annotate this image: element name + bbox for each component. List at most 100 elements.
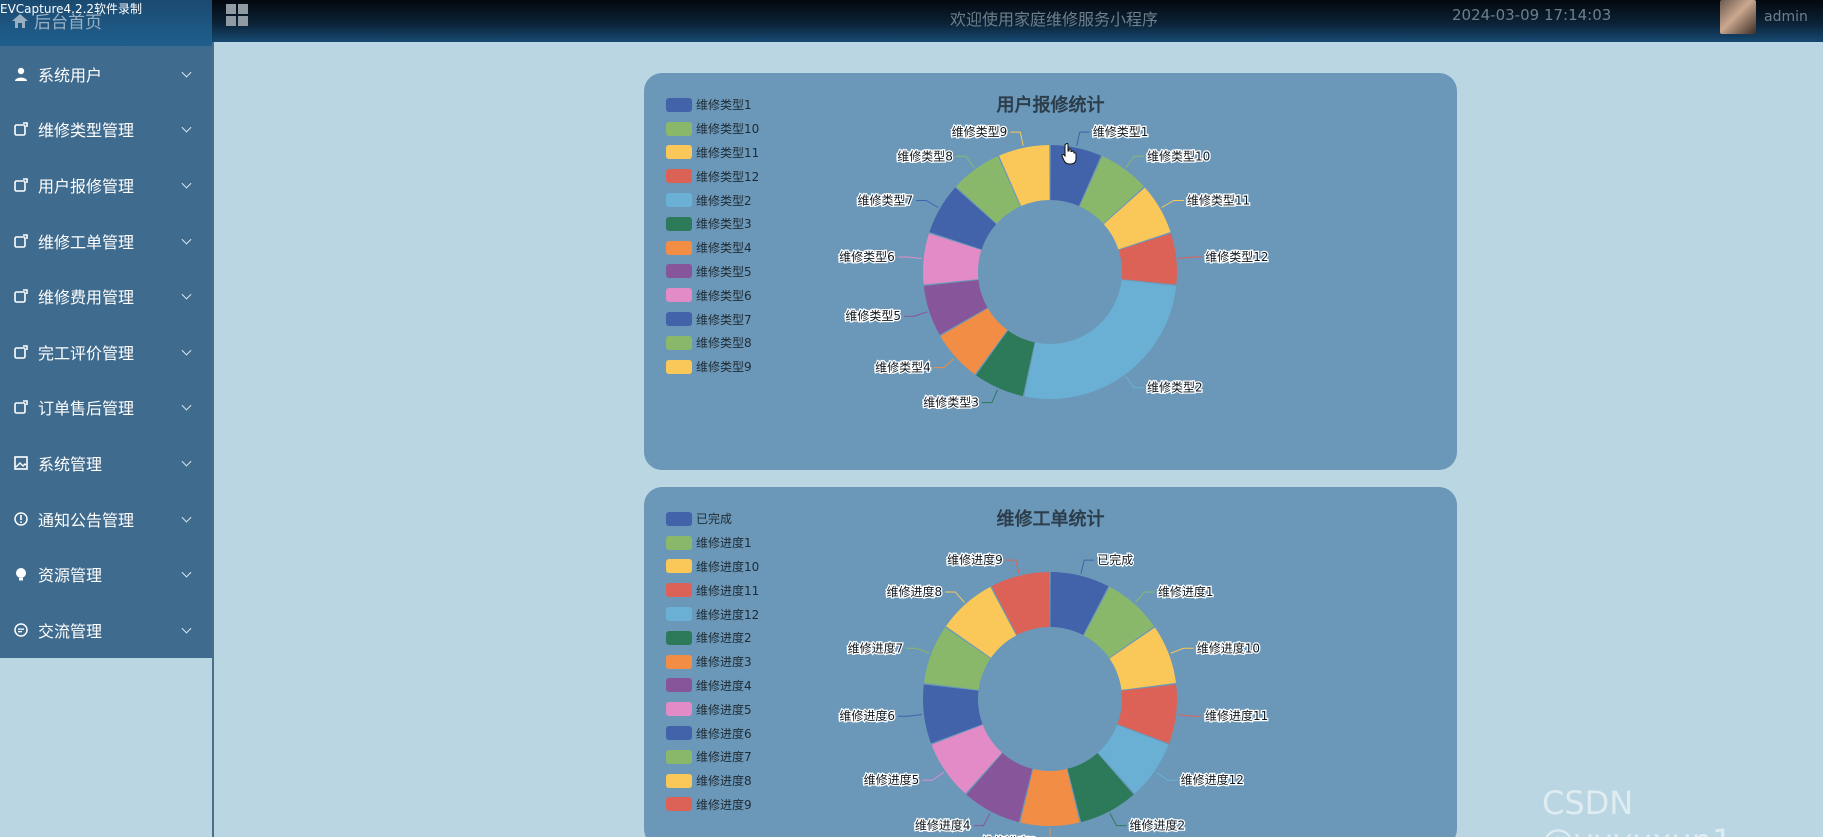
legend-swatch xyxy=(666,607,692,622)
chart-title: 用户报修统计 xyxy=(996,95,1105,116)
pie-slice[interactable] xyxy=(1079,156,1144,224)
legend-item[interactable]: 维修类型11 xyxy=(666,141,759,165)
sidebar-item[interactable]: 完工评价管理 xyxy=(0,324,212,380)
legend-item[interactable]: 维修进度4 xyxy=(666,674,759,698)
legend-swatch xyxy=(666,169,692,184)
legend-label: 维修进度8 xyxy=(696,774,752,789)
pie-slice[interactable] xyxy=(1109,627,1176,690)
legend-label: 维修进度2 xyxy=(696,631,752,646)
legend-item[interactable]: 维修类型3 xyxy=(666,212,759,236)
sidebar-item-label: 系统管理 xyxy=(38,454,103,474)
bulb-icon xyxy=(14,567,28,581)
pie-slice[interactable] xyxy=(929,187,997,250)
slice-label: 维修类型8 xyxy=(897,148,953,163)
legend-item[interactable]: 维修进度3 xyxy=(666,650,759,674)
pie-slice[interactable] xyxy=(1083,586,1155,658)
slice-label: 已完成 xyxy=(1097,552,1133,567)
legend-swatch xyxy=(666,240,692,255)
slice-label: 维修类型2 xyxy=(1147,380,1203,395)
sidebar-item[interactable]: 维修费用管理 xyxy=(0,268,212,324)
pie-slice[interactable] xyxy=(1118,233,1177,285)
sidebar-item[interactable]: 维修工单管理 xyxy=(0,213,212,269)
legend-item[interactable]: 维修进度10 xyxy=(666,555,759,579)
pie-slice[interactable] xyxy=(975,330,1035,397)
legend-item[interactable]: 维修进度11 xyxy=(666,578,759,602)
legend-item[interactable]: 维修类型6 xyxy=(666,283,759,307)
chat-icon xyxy=(14,622,28,637)
legend-item[interactable]: 维修类型2 xyxy=(666,188,759,212)
pie-slice[interactable] xyxy=(1117,684,1177,744)
label-line xyxy=(903,311,928,317)
legend-item[interactable]: 维修类型12 xyxy=(666,164,759,188)
legend-swatch xyxy=(666,654,692,669)
pie-slice[interactable] xyxy=(1050,572,1109,636)
legend-item[interactable]: 维修进度5 xyxy=(666,697,759,721)
legend-item[interactable]: 维修类型10 xyxy=(666,117,759,141)
legend-item[interactable]: 已完成 xyxy=(666,507,759,531)
legend-label: 维修进度7 xyxy=(696,750,752,765)
legend-swatch xyxy=(666,312,692,327)
pie-slice[interactable] xyxy=(1024,279,1177,399)
avatar[interactable] xyxy=(1720,0,1756,34)
chevron-down-icon xyxy=(181,289,192,300)
edit-icon xyxy=(14,233,28,248)
pie-slice[interactable] xyxy=(924,627,991,690)
menu-toggle-icon[interactable] xyxy=(226,4,248,26)
sidebar-item-label: 交流管理 xyxy=(38,621,103,641)
pie-slice[interactable] xyxy=(1020,769,1080,826)
legend-item[interactable]: 维修进度8 xyxy=(666,769,759,793)
legend-item[interactable]: 维修类型1 xyxy=(666,93,759,117)
sidebar-item-label: 用户报修管理 xyxy=(38,176,135,196)
legend-item[interactable]: 维修进度12 xyxy=(666,602,759,626)
username[interactable]: admin xyxy=(1764,9,1808,25)
legend-label: 维修进度11 xyxy=(696,583,760,598)
legend-label: 维修类型2 xyxy=(696,193,752,208)
legend-item[interactable]: 维修类型7 xyxy=(666,307,759,331)
legend-item[interactable]: 维修类型4 xyxy=(666,236,759,260)
sidebar-item[interactable]: 维修类型管理 xyxy=(0,102,212,158)
pie-slice[interactable] xyxy=(945,586,1017,658)
legend-item[interactable]: 维修进度9 xyxy=(666,793,759,817)
pie-slice[interactable] xyxy=(923,684,983,744)
sidebar-item[interactable]: 交流管理 xyxy=(0,602,212,658)
pie-slice[interactable] xyxy=(923,233,982,285)
sidebar-item[interactable]: 系统用户 xyxy=(0,46,212,102)
label-line xyxy=(1010,131,1024,146)
legend-label: 维修类型7 xyxy=(696,312,752,327)
chevron-down-icon xyxy=(181,345,192,356)
pie-slice[interactable] xyxy=(966,753,1033,823)
slice-label: 维修进度1 xyxy=(1158,584,1214,599)
legend-item[interactable]: 维修类型8 xyxy=(666,331,759,355)
pie-slice[interactable] xyxy=(1103,187,1171,250)
legend-item[interactable]: 维修进度2 xyxy=(666,626,759,650)
legend-swatch xyxy=(666,511,692,526)
legend-swatch xyxy=(666,288,692,303)
pie-slice[interactable] xyxy=(923,279,988,335)
legend-swatch xyxy=(666,216,692,231)
legend-item[interactable]: 维修进度6 xyxy=(666,721,759,745)
sidebar-item[interactable]: 通知公告管理 xyxy=(0,491,212,547)
pie-slice[interactable] xyxy=(991,572,1050,636)
pie-slice[interactable] xyxy=(940,308,1008,375)
pie-slice[interactable] xyxy=(956,156,1021,224)
home-link[interactable]: 后台首页 xyxy=(0,0,212,46)
pie-slice[interactable] xyxy=(931,724,1002,794)
pie-slice[interactable] xyxy=(1067,753,1134,823)
sidebar-item[interactable]: 系统管理 xyxy=(0,435,212,491)
sidebar-item[interactable]: 订单售后管理 xyxy=(0,380,212,436)
pie-slice[interactable] xyxy=(1098,724,1169,794)
slice-label: 维修进度10 xyxy=(1197,640,1260,655)
pie-slice[interactable] xyxy=(999,145,1050,207)
legend-swatch xyxy=(666,535,692,550)
sidebar-item[interactable]: 用户报修管理 xyxy=(0,157,212,213)
legend-item[interactable]: 维修类型9 xyxy=(666,355,759,379)
sidebar-item-label: 完工评价管理 xyxy=(38,343,135,363)
sidebar-item[interactable]: 资源管理 xyxy=(0,546,212,602)
label-line xyxy=(916,200,939,208)
pie-slice[interactable] xyxy=(1050,145,1101,207)
chevron-down-icon xyxy=(181,623,192,634)
legend-item[interactable]: 维修进度1 xyxy=(666,531,759,555)
legend-item[interactable]: 维修进度7 xyxy=(666,745,759,769)
label-line xyxy=(897,256,922,260)
legend-item[interactable]: 维修类型5 xyxy=(666,260,759,284)
